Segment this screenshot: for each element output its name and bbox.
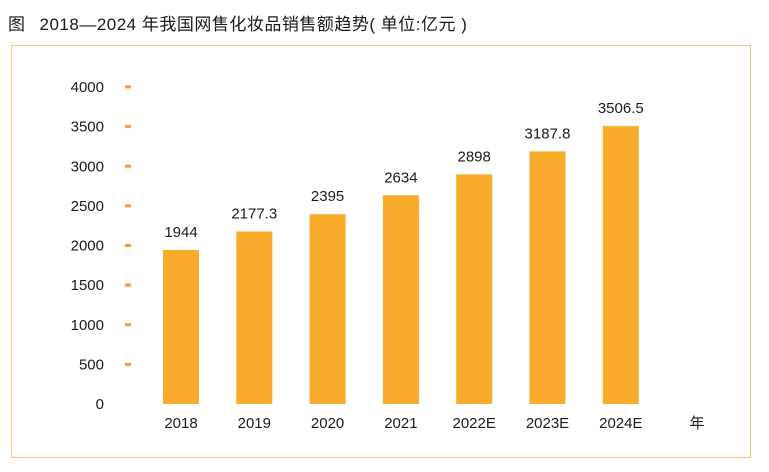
- y-tick-mark: [125, 283, 131, 287]
- y-tick-label: 2500: [71, 198, 104, 215]
- y-tick-mark: [125, 323, 131, 327]
- y-tick-mark: [125, 204, 131, 208]
- y-tick-mark: [125, 164, 131, 168]
- y-tick-label: 4000: [71, 79, 104, 96]
- bar-2019: [236, 231, 273, 404]
- x-tick-label-2022E: 2022E: [453, 415, 496, 432]
- data-label-2024E: 3506.5: [598, 100, 644, 117]
- figure-label: 图: [8, 15, 26, 34]
- x-tick-label-2019: 2019: [238, 415, 271, 432]
- figure-title: 2018—2024 年我国网售化妆品销售额趋势( 单位:亿元 ): [39, 15, 468, 34]
- bar-2021: [382, 195, 419, 404]
- y-tick-label: 1000: [71, 317, 104, 334]
- x-tick-label-2023E: 2023E: [526, 415, 569, 432]
- bar-2020: [309, 214, 346, 404]
- y-tick-mark: [125, 85, 131, 89]
- y-tick-mark: [125, 125, 131, 129]
- y-tick-mark: [125, 244, 131, 247]
- data-label-2018: 1944: [164, 224, 197, 241]
- x-axis-label: 年: [689, 415, 704, 432]
- data-label-2023E: 3187.8: [525, 125, 571, 142]
- bar-2018: [163, 249, 199, 404]
- bar-2024E: [602, 126, 639, 405]
- chart-frame: [11, 45, 751, 458]
- y-tick-mark: [125, 362, 131, 366]
- x-tick-label-2024E: 2024E: [599, 415, 642, 432]
- y-tick-label: 0: [96, 396, 104, 413]
- y-tick-label: 500: [79, 356, 104, 373]
- data-label-2022E: 2898: [458, 148, 491, 165]
- x-tick-label-2020: 2020: [311, 415, 344, 432]
- chart-title: 图 2018—2024 年我国网售化妆品销售额趋势( 单位:亿元 ): [8, 10, 467, 35]
- y-tick-label: 2000: [71, 238, 104, 255]
- bar-2022E: [456, 174, 493, 404]
- data-label-2021: 2634: [384, 169, 417, 186]
- data-label-2019: 2177.3: [231, 205, 277, 222]
- y-tick-label: 1500: [71, 277, 104, 294]
- y-tick-label: 3500: [71, 119, 104, 136]
- y-tick-label: 3000: [71, 158, 104, 175]
- x-tick-label-2021: 2021: [384, 415, 417, 432]
- data-label-2020: 2395: [311, 188, 344, 205]
- bar-2023E: [529, 151, 566, 404]
- x-tick-label-2018: 2018: [164, 415, 197, 432]
